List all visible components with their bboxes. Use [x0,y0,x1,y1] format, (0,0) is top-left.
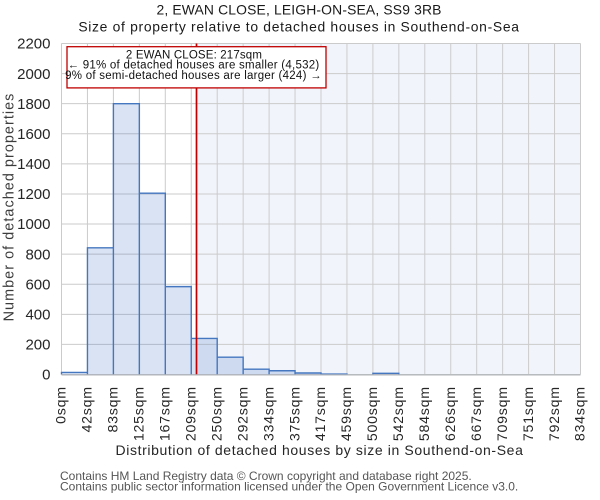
svg-text:500sqm: 500sqm [365,386,381,441]
svg-text:751sqm: 751sqm [521,386,537,441]
svg-text:600: 600 [25,276,50,293]
svg-text:Distribution of detached house: Distribution of detached houses by size … [116,442,524,458]
svg-text:2200: 2200 [17,36,50,53]
svg-text:200: 200 [25,337,50,354]
svg-text:83sqm: 83sqm [106,386,122,432]
svg-text:292sqm: 292sqm [235,386,251,441]
svg-text:1200: 1200 [17,186,50,203]
svg-text:209sqm: 209sqm [183,386,199,441]
svg-text:709sqm: 709sqm [495,386,511,441]
svg-text:167sqm: 167sqm [158,386,174,441]
svg-text:Number of detached properties: Number of detached properties [2,93,18,322]
svg-text:2 EWAN CLOSE: 217sqm: 2 EWAN CLOSE: 217sqm [126,49,262,61]
svg-text:334sqm: 334sqm [261,386,277,441]
svg-text:42sqm: 42sqm [80,386,96,432]
svg-text:1800: 1800 [17,96,50,113]
svg-text:Size of property relative to d: Size of property relative to detached ho… [78,19,519,35]
svg-text:834sqm: 834sqm [573,386,589,441]
svg-text:1000: 1000 [17,216,50,233]
svg-text:1600: 1600 [17,126,50,143]
svg-text:1400: 1400 [17,156,50,173]
svg-text:0sqm: 0sqm [54,386,70,424]
svg-text:542sqm: 542sqm [391,386,407,441]
svg-text:Contains HM Land Registry data: Contains HM Land Registry data © Crown c… [60,469,472,483]
svg-text:9% of semi-detached houses are: 9% of semi-detached houses are larger (4… [65,70,322,82]
svg-text:0: 0 [42,367,50,384]
svg-text:Contains public sector informa: Contains public sector information licen… [60,480,518,494]
svg-text:417sqm: 417sqm [313,386,329,441]
svg-text:584sqm: 584sqm [417,386,433,441]
svg-text:375sqm: 375sqm [287,386,303,441]
svg-text:125sqm: 125sqm [132,386,148,441]
svg-text:459sqm: 459sqm [339,386,355,441]
svg-text:2000: 2000 [17,66,50,83]
svg-text:792sqm: 792sqm [547,386,563,441]
svg-text:← 91% of detached houses are s: ← 91% of detached houses are smaller (4,… [68,60,320,72]
svg-text:250sqm: 250sqm [209,386,225,441]
svg-text:400: 400 [25,307,50,324]
svg-text:800: 800 [25,246,50,263]
svg-text:626sqm: 626sqm [443,386,459,441]
svg-text:2, EWAN CLOSE, LEIGH-ON-SEA, S: 2, EWAN CLOSE, LEIGH-ON-SEA, SS9 3RB [156,2,441,18]
svg-text:667sqm: 667sqm [469,386,485,441]
